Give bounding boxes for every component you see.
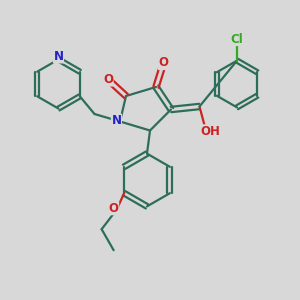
Text: O: O [109, 202, 118, 215]
Text: Cl: Cl [231, 32, 243, 46]
Text: N: N [53, 50, 64, 63]
Text: O: O [103, 73, 113, 86]
Text: OH: OH [200, 125, 220, 138]
Text: O: O [158, 56, 169, 70]
Text: N: N [111, 114, 122, 127]
